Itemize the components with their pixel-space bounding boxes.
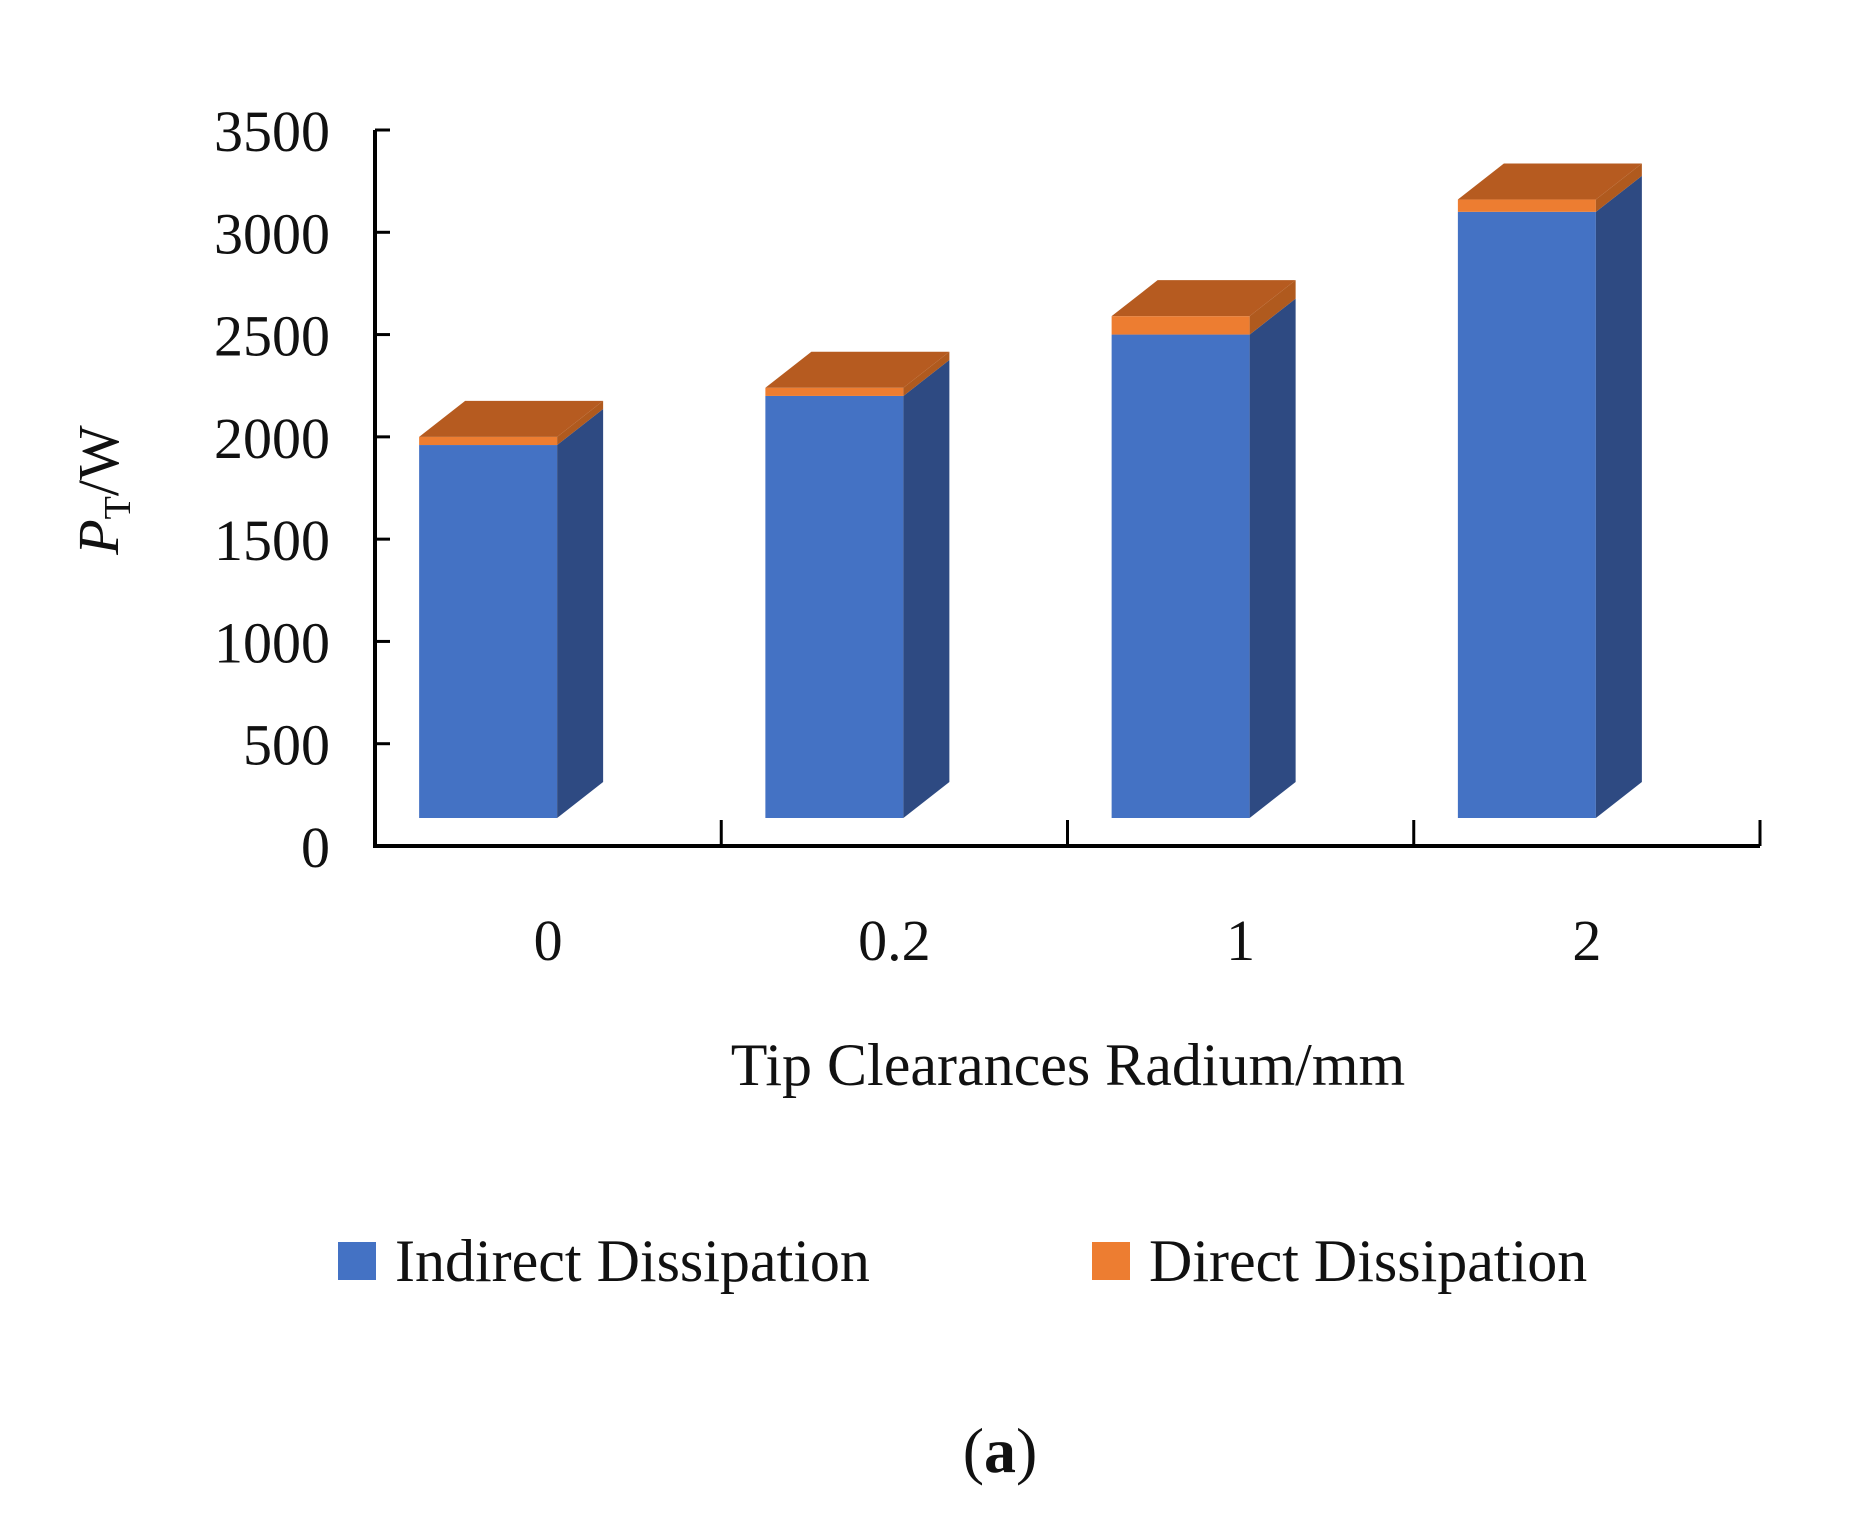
bar-side	[1249, 298, 1296, 819]
y-tick-label: 1000	[214, 610, 330, 675]
bar-side	[1595, 163, 1642, 212]
bar-side	[557, 400, 604, 446]
panel-label-letter: a	[984, 1415, 1016, 1486]
y-tick-label: 2000	[214, 406, 330, 471]
y-tick-label: 3500	[214, 99, 330, 164]
bar-front	[1457, 199, 1596, 212]
panel-label-open: (	[963, 1415, 984, 1486]
x-tick-label: 1	[1226, 908, 1255, 973]
bar-top	[765, 351, 950, 388]
x-tick-label: 0	[534, 908, 563, 973]
x-axis-label: Tip Clearances Radium/mm	[731, 1032, 1405, 1098]
y-tick-label: 2500	[214, 304, 330, 369]
bar-top	[419, 400, 604, 437]
bar-top	[1111, 280, 1296, 317]
y-tick-label: 500	[243, 713, 330, 778]
bar-front	[419, 436, 558, 446]
legend-label-indirect: Indirect Dissipation	[395, 1228, 870, 1294]
panel-label-close: )	[1016, 1415, 1037, 1486]
legend: Indirect Dissipation Direct Dissipation	[338, 1228, 1587, 1294]
bar-front	[419, 445, 558, 818]
bar-front	[765, 395, 904, 818]
y-axis-label-unit: /W	[66, 425, 131, 496]
bar-top	[1457, 163, 1642, 200]
y-tick-label: 3000	[214, 201, 330, 266]
bar-side	[903, 351, 950, 396]
bar-side	[903, 359, 950, 818]
y-tick-label: 1500	[214, 508, 330, 573]
bar-front	[1111, 316, 1250, 335]
x-tick-layer: 0 0.2 1 2	[534, 820, 1762, 973]
bar-side	[557, 409, 604, 818]
y-axis-label: PT/W	[66, 425, 139, 556]
y-axis-label-subscript: T	[97, 496, 139, 519]
y-tick-layer: 0 500 1000 1500 2000 2500 3000 3500	[214, 99, 390, 880]
x-tick-label: 0.2	[858, 908, 931, 973]
y-axis-label-main: P	[66, 519, 131, 555]
panel-label: (a)	[963, 1415, 1038, 1486]
y-tick-label: 0	[301, 815, 330, 880]
legend-swatch-indirect	[338, 1242, 376, 1280]
legend-swatch-direct	[1092, 1242, 1130, 1280]
bars-layer	[419, 163, 1642, 819]
bar-front	[1457, 211, 1596, 819]
x-tick-label: 2	[1572, 908, 1601, 973]
bar-side	[1249, 280, 1296, 335]
legend-label-direct: Direct Dissipation	[1149, 1228, 1587, 1294]
bar-front	[765, 387, 904, 396]
bar-front	[1111, 334, 1250, 818]
bar-side	[1595, 175, 1642, 819]
